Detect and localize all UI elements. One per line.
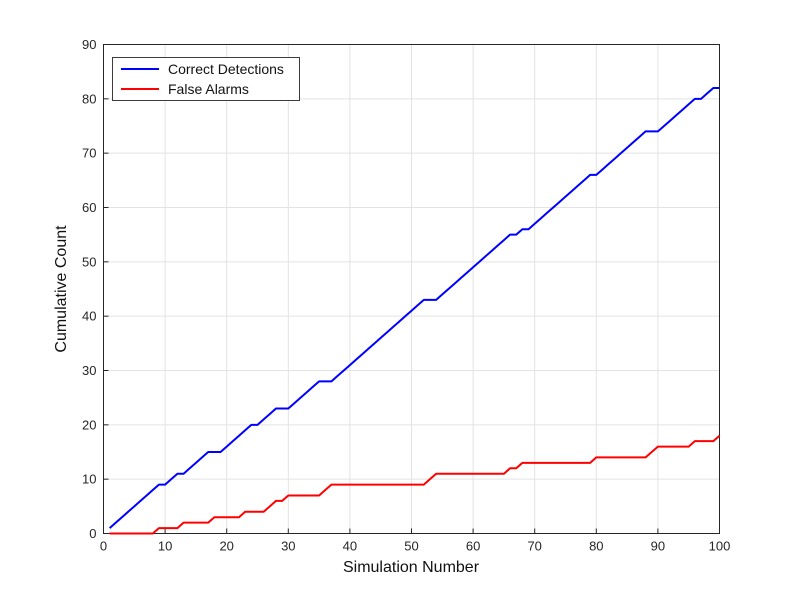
y-tick-label: 0 (89, 526, 96, 541)
x-tick-label: 60 (466, 539, 480, 554)
legend-item-correct-detections: Correct Detections (121, 59, 299, 78)
x-tick-label: 100 (709, 539, 731, 554)
x-tick-label: 40 (343, 539, 357, 554)
x-tick-label: 50 (404, 539, 418, 554)
y-tick-label: 70 (82, 146, 96, 161)
legend-item-false-alarms: False Alarms (121, 80, 299, 99)
x-tick-label: 70 (527, 539, 541, 554)
x-tick-label: 30 (281, 539, 295, 554)
y-tick-label: 50 (82, 254, 96, 269)
y-tick-label: 30 (82, 363, 96, 378)
series-line-false-alarms (109, 434, 721, 535)
x-axis-label: Simulation Number (343, 559, 480, 576)
y-tick-label: 80 (82, 91, 96, 106)
x-tick-label: 20 (219, 539, 233, 554)
legend-label-correct-detections: Correct Detections (168, 60, 284, 77)
legend-swatch-correct-detections (121, 67, 159, 70)
plot-area: 0 10 20 30 40 50 60 70 80 90 100 0 10 20 30 40 50 60 70 80 9… (82, 37, 730, 554)
legend-label-false-alarms: False Alarms (168, 81, 249, 98)
y-tick-label: 60 (82, 200, 96, 215)
y-axis-label: Cumulative Count (53, 225, 70, 353)
legend: Correct Detections False Alarms (112, 57, 300, 101)
series-line-correct-detections (108, 86, 720, 529)
x-tick-label: 0 (100, 539, 107, 554)
y-tick-label: 10 (82, 472, 96, 487)
x-tick-label: 80 (589, 539, 603, 554)
x-tick-label: 90 (651, 539, 665, 554)
y-tick-label: 90 (82, 37, 96, 52)
y-tick-label: 20 (82, 417, 96, 432)
x-tick-label: 10 (158, 539, 172, 554)
legend-swatch-false-alarms (121, 88, 159, 91)
y-tick-label: 40 (82, 309, 96, 324)
